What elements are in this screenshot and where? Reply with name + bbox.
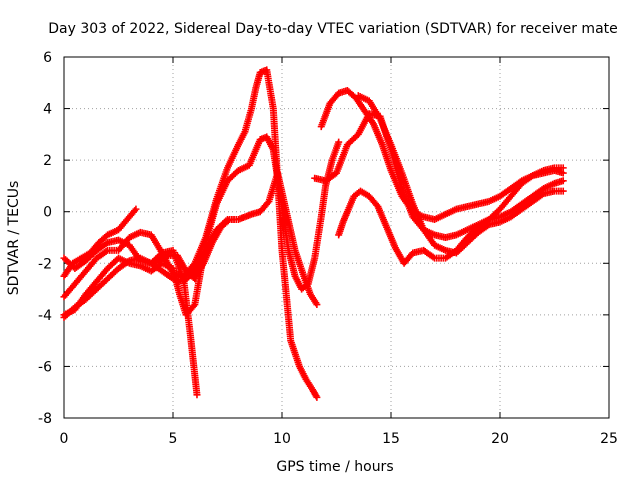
data-point [193,391,201,399]
y-tick-label: 2 [43,153,52,169]
series-track-f [147,169,321,309]
data-point [559,187,567,195]
data-point [559,169,567,177]
plot-frame [63,56,610,419]
y-tick-label: -6 [38,359,52,375]
series-track-d [60,133,343,319]
chart-title: Day 303 of 2022, Sidereal Day-to-day VTE… [48,21,618,37]
x-tick-label: 25 [600,431,618,447]
y-tick-label: -4 [38,308,52,324]
y-tick-label: 4 [43,102,52,118]
data-point [335,138,343,146]
y-tick-label: -2 [38,256,52,272]
x-tick-labels: 0 5 10 15 20 25 [60,431,618,447]
x-tick-label: 10 [273,431,291,447]
data-point [559,177,567,185]
y-tick-label: 0 [43,205,52,221]
data-point [132,205,140,213]
data-point [313,301,321,309]
x-tick-label: 20 [491,431,509,447]
x-tick-label: 0 [60,431,69,447]
y-tick-labels: -8 -6 -4 -2 0 2 4 6 [38,50,52,427]
grid-lines [64,57,609,418]
series-track-b [60,205,140,280]
data-points [60,66,567,401]
x-tick-label: 5 [169,431,178,447]
y-tick-label: 6 [43,50,52,66]
data-point [190,302,198,310]
series-track-j [354,92,567,257]
x-axis-label: GPS time / hours [276,459,393,475]
y-axis-label: SDTVAR / TECUs [6,181,22,296]
x-tick-label: 15 [382,431,400,447]
axis-ticks [63,56,610,419]
data-point [224,217,232,225]
y-tick-label: -8 [38,411,52,427]
data-point [313,393,321,401]
